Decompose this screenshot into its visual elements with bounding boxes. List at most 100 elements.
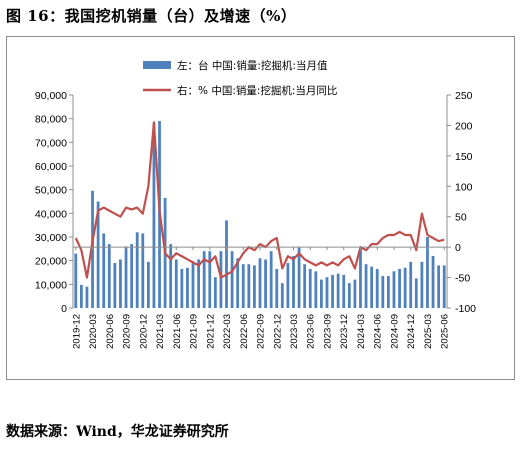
x-tick-label: 2020-12 xyxy=(138,314,149,349)
bar xyxy=(353,279,357,308)
left-tick-label: 0 xyxy=(61,303,67,315)
right-tick-label: 100 xyxy=(455,181,473,193)
bar xyxy=(320,279,323,308)
left-tick-label: 50,000 xyxy=(35,185,67,197)
x-tick-label: 2020-06 xyxy=(105,314,116,349)
bar xyxy=(191,263,195,308)
left-tick-label: 20,000 xyxy=(35,256,67,268)
x-tick-label: 2023-06 xyxy=(306,314,317,349)
line-series xyxy=(74,121,445,279)
right-tick-label: 150 xyxy=(455,151,473,163)
bar xyxy=(370,266,374,308)
bar xyxy=(297,247,301,308)
bar xyxy=(169,244,173,308)
x-tick-label: 2023-03 xyxy=(289,314,300,349)
left-tick-label: 70,000 xyxy=(35,137,67,149)
x-tick-label: 2021-09 xyxy=(189,314,200,349)
bar xyxy=(359,248,362,308)
x-tick-label: 2021-12 xyxy=(205,314,216,349)
bar xyxy=(208,251,212,308)
bar xyxy=(113,263,117,308)
bar xyxy=(219,251,223,308)
x-tick-label: 2024-03 xyxy=(356,314,367,349)
bar xyxy=(119,259,122,308)
bar xyxy=(398,268,401,308)
bar xyxy=(292,255,295,308)
right-tick-label: -100 xyxy=(455,303,476,315)
x-tick-label: 2022-09 xyxy=(256,314,267,349)
chart-frame: 0 10,000 20,000 30,000 40,000 50,000 60,000 70,… xyxy=(6,36,515,380)
bar xyxy=(225,220,228,308)
x-tick-label: 2022-12 xyxy=(272,314,283,349)
bar xyxy=(403,267,407,308)
right-tick-label: 200 xyxy=(455,120,473,132)
x-tick-label: 2023-09 xyxy=(322,314,333,349)
x-tick-label: 2024-09 xyxy=(389,314,400,349)
right-tick-label: -50 xyxy=(455,273,470,285)
bar xyxy=(213,277,217,308)
x-tick-label: 2024-12 xyxy=(406,314,417,349)
bar xyxy=(236,258,240,308)
bar xyxy=(275,268,279,308)
bar xyxy=(280,283,284,308)
bar xyxy=(152,123,156,309)
bar xyxy=(186,267,189,308)
bar xyxy=(264,259,267,308)
x-tick-label: 2025-03 xyxy=(423,314,434,349)
bar xyxy=(253,265,256,308)
bar xyxy=(269,251,273,308)
legend-line-label: 右：% 中国:销量:挖掘机:当月同比 xyxy=(177,84,337,97)
bar xyxy=(409,261,413,308)
bar xyxy=(437,265,441,308)
figure-source: 数据来源：Wind，华龙证券研究所 xyxy=(6,424,229,440)
bar xyxy=(431,255,435,308)
bar xyxy=(364,264,368,308)
bar xyxy=(247,264,251,308)
figure-title: 图 16：我国挖机销量（台）及增速（%） xyxy=(6,7,297,25)
x-tick-label: 2021-03 xyxy=(155,314,166,349)
left-tick-label: 90,000 xyxy=(35,90,67,102)
bar xyxy=(375,268,379,308)
legend: 左：台 中国:销量:挖掘机:当月值 右：% 中国:销量:挖掘机:当月同比 xyxy=(143,59,337,97)
bar xyxy=(414,278,418,308)
bar xyxy=(79,284,83,308)
bar xyxy=(314,271,318,308)
bar-series xyxy=(74,121,446,309)
bar xyxy=(96,201,100,308)
left-tick-label: 30,000 xyxy=(35,232,67,244)
chart: 0 10,000 20,000 30,000 40,000 50,000 60,000 70,… xyxy=(35,59,476,349)
bar xyxy=(74,253,78,308)
bar xyxy=(442,265,446,308)
bar xyxy=(342,274,346,308)
left-tick-label: 10,000 xyxy=(35,279,67,291)
x-tick-label: 2021-06 xyxy=(172,314,183,349)
bar xyxy=(135,232,139,308)
bar xyxy=(420,261,424,308)
left-tick-label: 60,000 xyxy=(35,161,67,173)
bar xyxy=(202,251,206,308)
x-tick-label: 2020-03 xyxy=(88,314,99,349)
bar xyxy=(102,233,106,308)
bar xyxy=(426,237,429,308)
x-tick-label: 2023-12 xyxy=(339,314,350,349)
legend-bar-label: 左：台 中国:销量:挖掘机:当月值 xyxy=(177,59,328,72)
left-tick-label: 80,000 xyxy=(35,114,67,126)
bar xyxy=(230,251,234,308)
bar xyxy=(141,233,145,308)
bar xyxy=(258,258,262,308)
bar xyxy=(381,276,385,308)
bar xyxy=(130,244,134,308)
right-tick-label: 0 xyxy=(455,242,461,254)
bar xyxy=(197,259,200,308)
line-path xyxy=(74,121,445,279)
x-tick-label: 2019-12 xyxy=(71,314,82,349)
bar xyxy=(392,271,396,308)
bar xyxy=(386,276,390,308)
right-tick-label: 250 xyxy=(455,90,473,102)
x-tick-label: 2020-09 xyxy=(122,314,133,349)
bar xyxy=(331,274,334,308)
bar xyxy=(124,246,128,308)
bar xyxy=(180,268,184,308)
legend-bar-swatch xyxy=(143,61,171,69)
bar xyxy=(325,277,329,308)
